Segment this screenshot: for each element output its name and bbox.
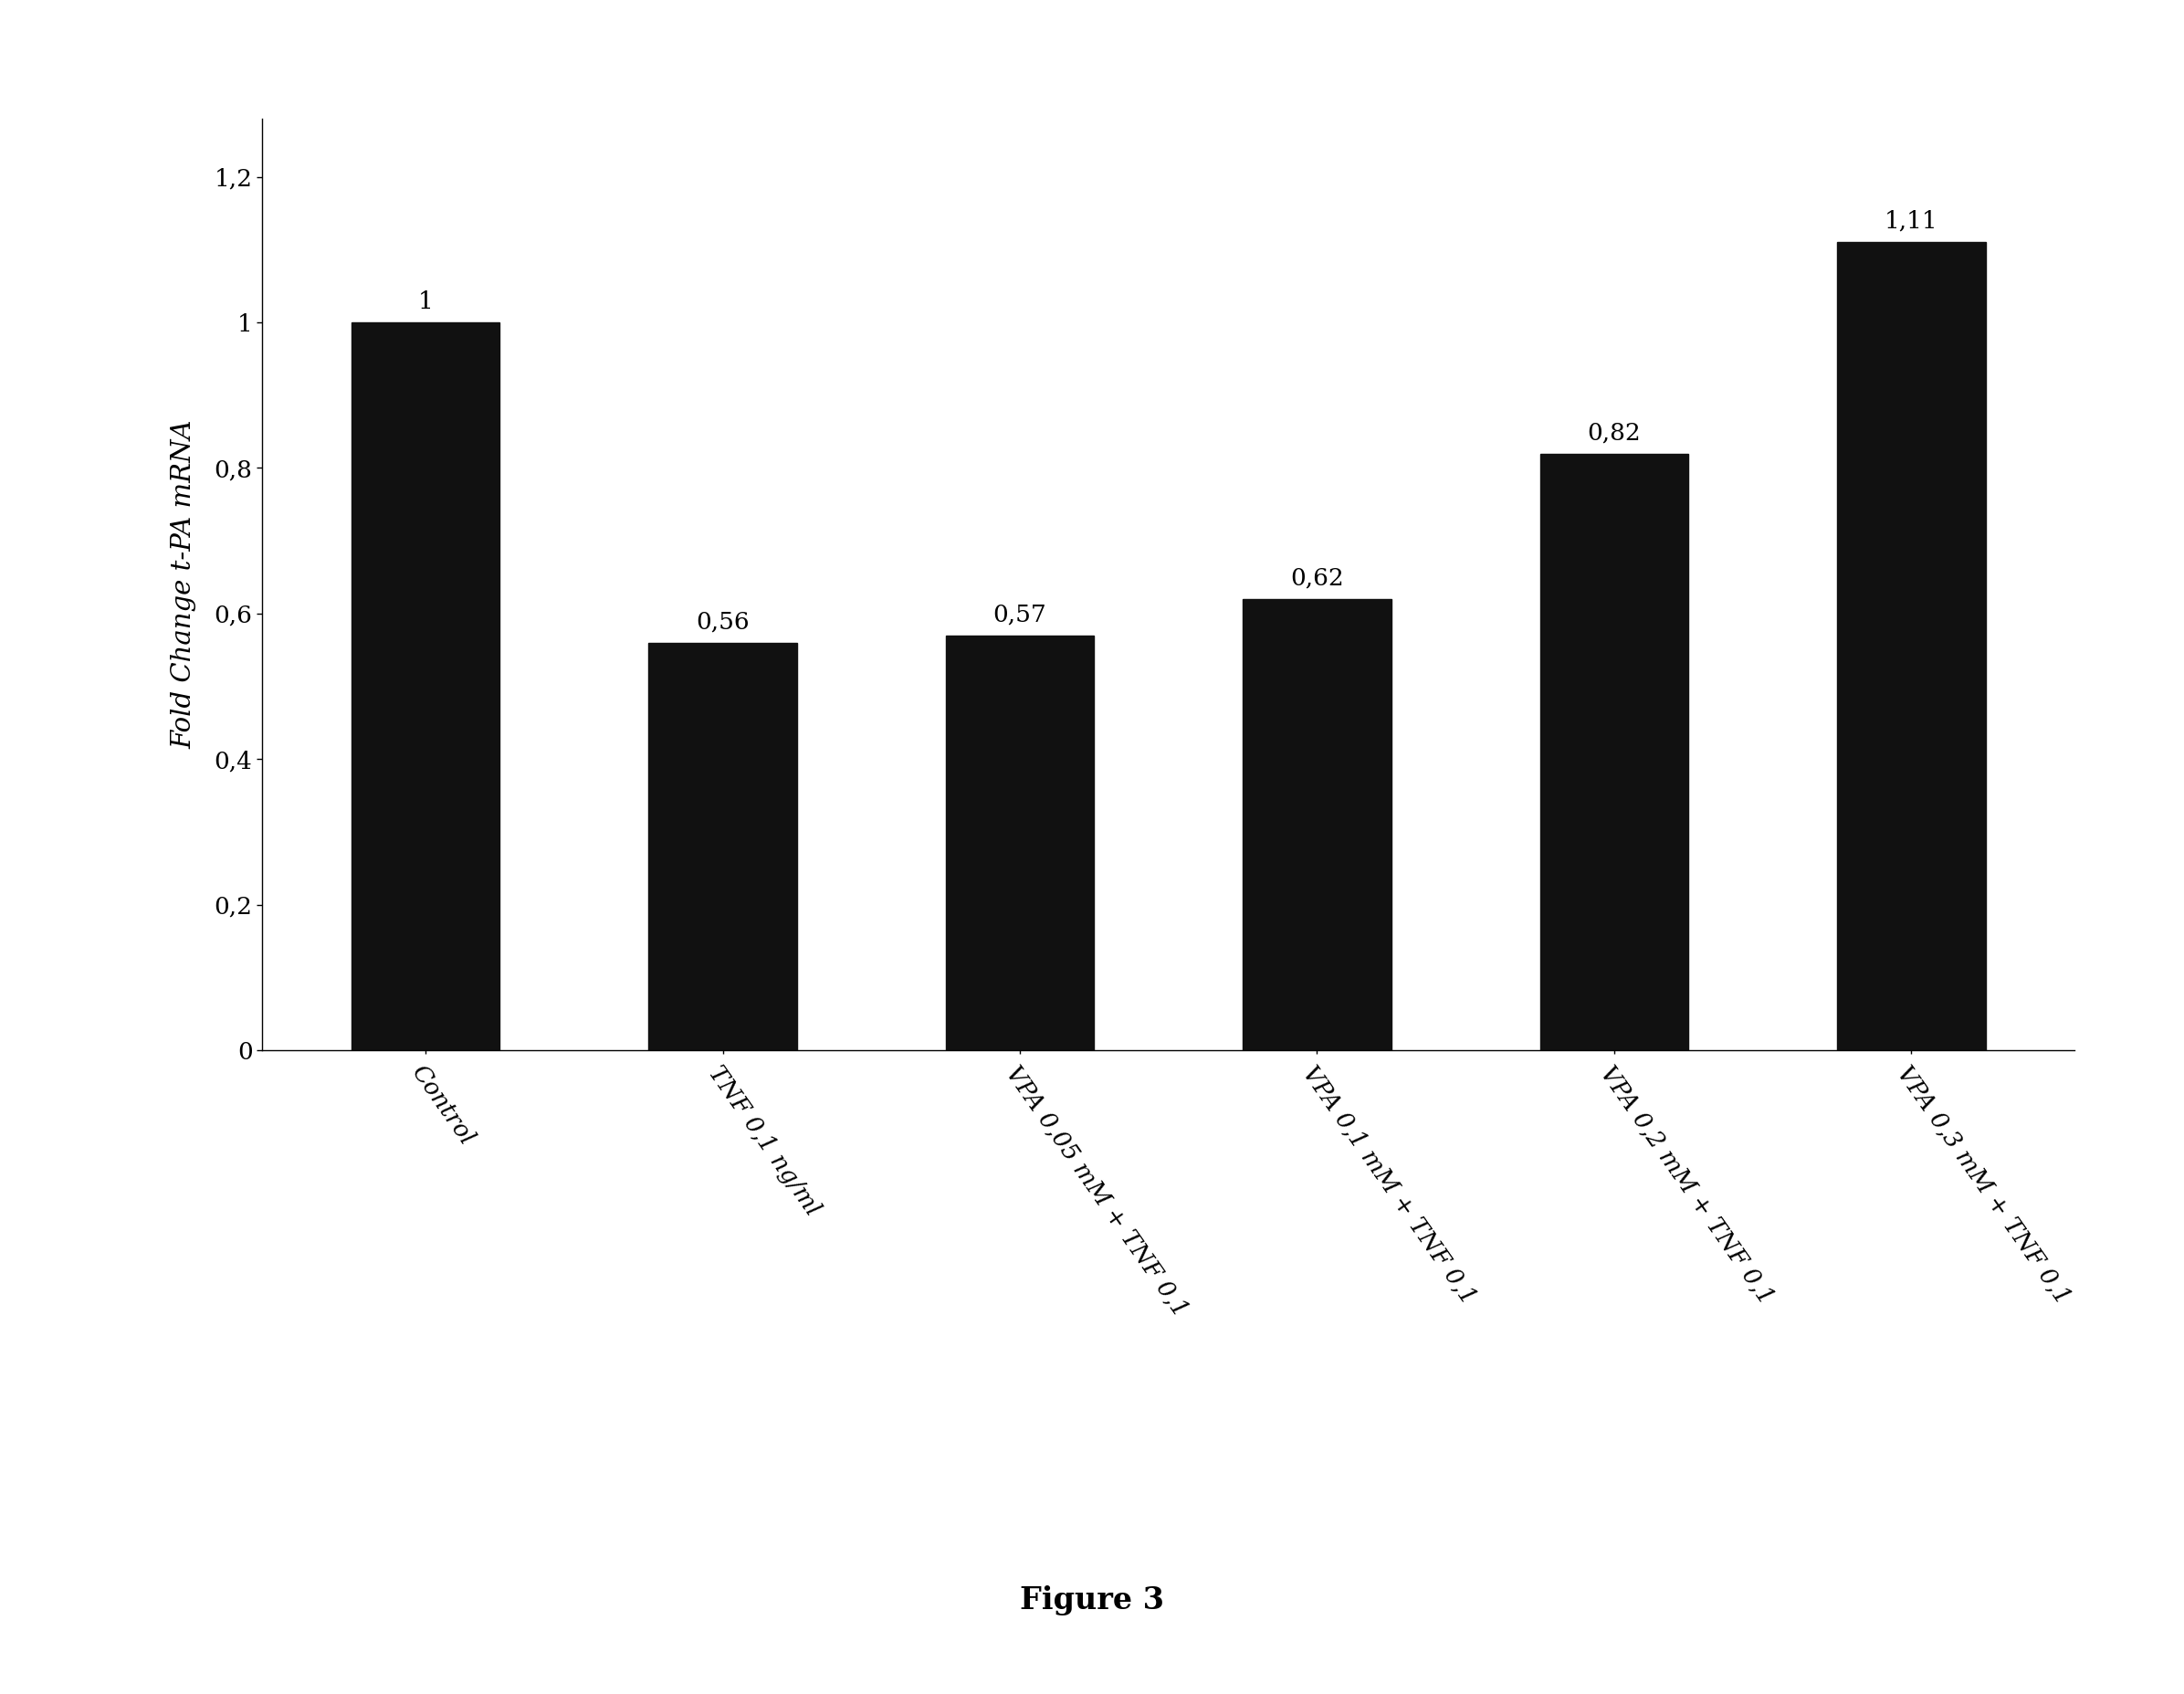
Text: 0,82: 0,82 <box>1588 422 1640 444</box>
Text: 1: 1 <box>417 290 432 313</box>
Text: 0,62: 0,62 <box>1291 567 1343 590</box>
Text: 0,57: 0,57 <box>994 603 1046 625</box>
Text: Figure 3: Figure 3 <box>1020 1586 1164 1616</box>
Bar <box>649 642 797 1050</box>
Text: 1,11: 1,11 <box>1885 210 1937 232</box>
Text: 0,56: 0,56 <box>697 610 749 634</box>
Bar <box>1837 242 1985 1050</box>
Bar <box>352 322 500 1050</box>
Bar <box>946 635 1094 1050</box>
Bar <box>1540 454 1688 1050</box>
Bar <box>1243 600 1391 1050</box>
Y-axis label: Fold Change t-PA mRNA: Fold Change t-PA mRNA <box>170 420 197 749</box>
